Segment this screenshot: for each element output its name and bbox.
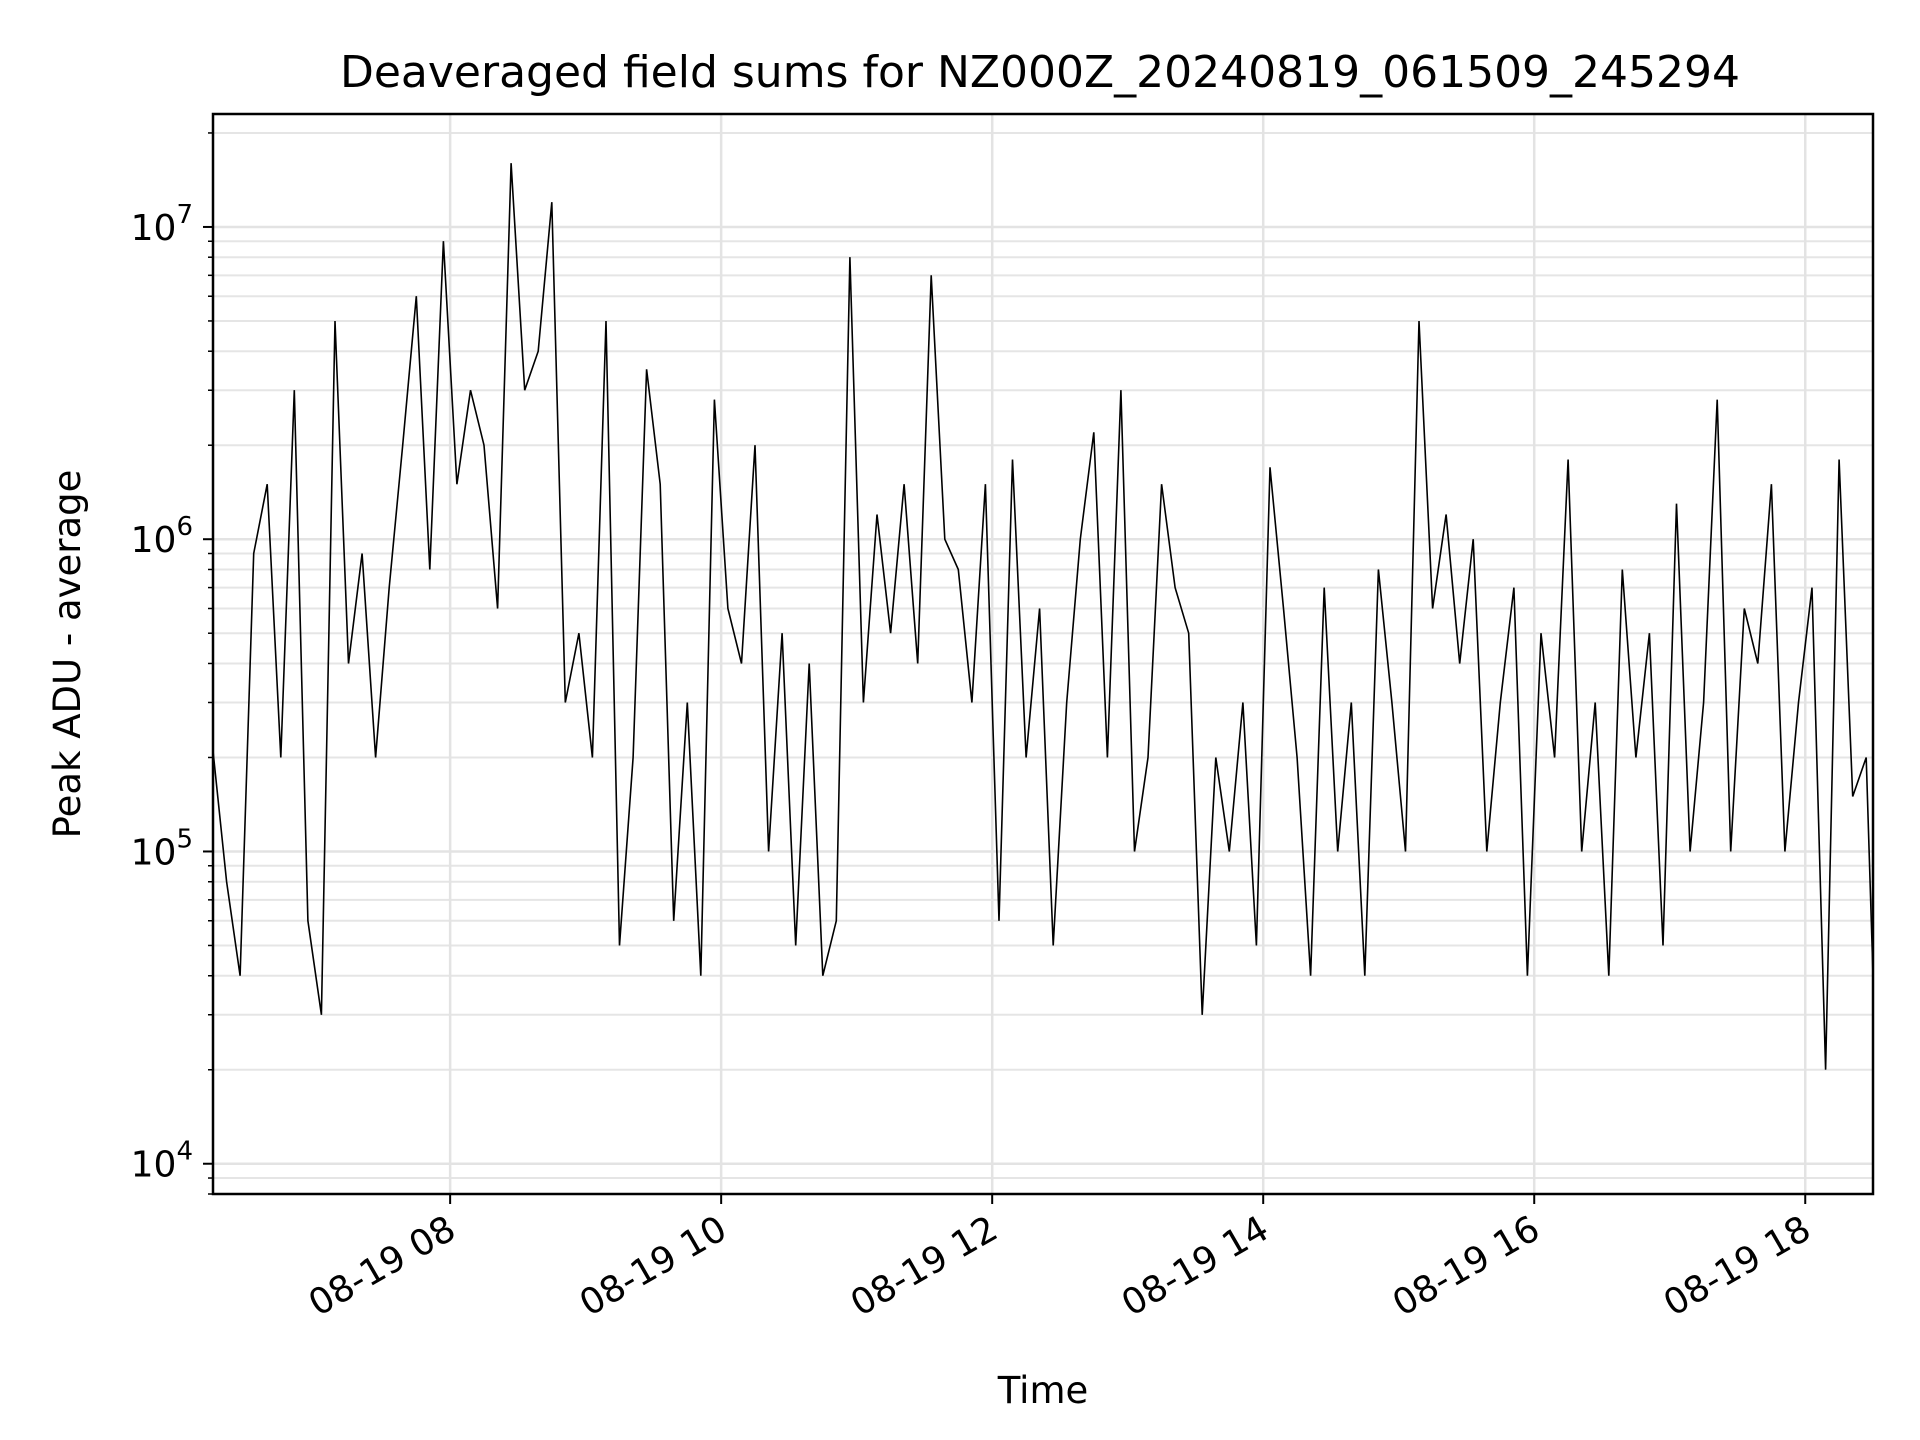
chart-title: Deaveraged field sums for NZ000Z_2024081… [340,47,1740,98]
y-tick-label: 107 [131,200,193,249]
x-axis-label: Time [997,1369,1089,1412]
grid [213,114,1873,1195]
y-tick-label: 105 [131,824,193,873]
y-tick-label: 104 [131,1137,193,1186]
y-axis-label: Peak ADU - average [46,470,89,839]
data-layer [212,163,1874,1070]
y-tick-label: 106 [131,512,193,561]
plot-frame [211,112,1875,1196]
series-line [212,163,1874,1070]
